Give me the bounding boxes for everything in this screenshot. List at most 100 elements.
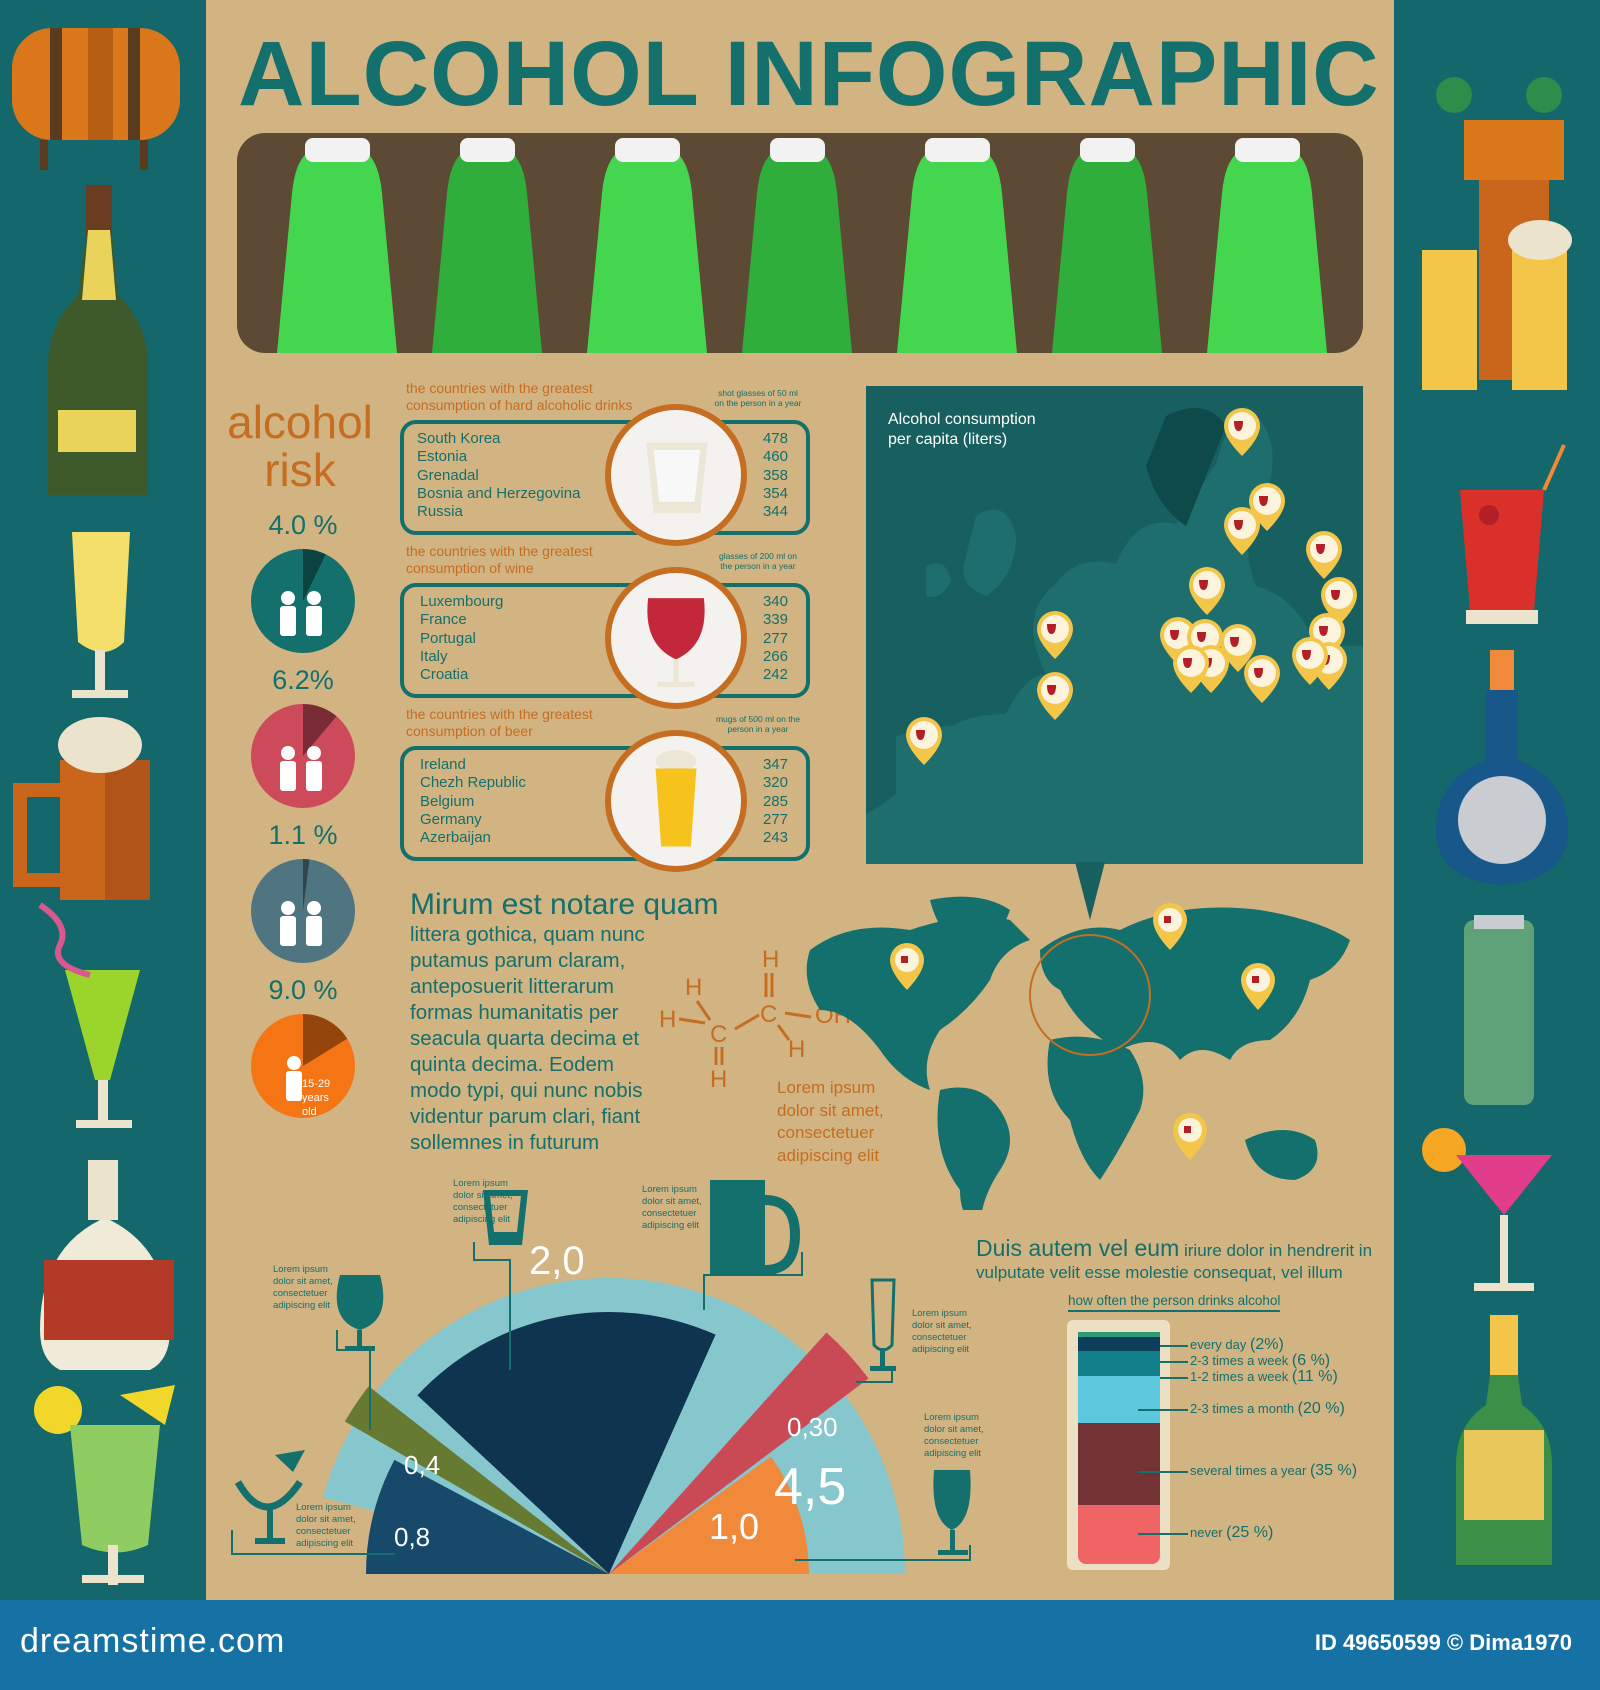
risk-slice — [303, 859, 310, 911]
country-name: Germany — [420, 810, 482, 828]
map-pin-icon[interactable] — [1291, 636, 1329, 686]
fan-sector-0-30 — [609, 1332, 869, 1574]
atom-h: H — [659, 1006, 676, 1033]
world-map[interactable] — [800, 890, 1360, 1210]
risk-pie — [251, 704, 355, 808]
country-name: Ireland — [420, 756, 466, 773]
atom-h: H — [685, 974, 702, 1001]
article: Mirum est notare quam littera gothica, q… — [410, 888, 718, 1156]
wine-glass-badge — [605, 567, 747, 709]
map-pin-icon[interactable] — [1219, 623, 1257, 673]
table-caption: the countries with the greatest consumpt… — [406, 706, 593, 739]
bottles-banner — [237, 133, 1363, 353]
left-drink-icons — [12, 28, 180, 1585]
legend-label: several times a year — [1190, 1463, 1307, 1478]
frequency-legend-item: never (25 %) — [1190, 1524, 1273, 1542]
legend-percent: (25 %) — [1226, 1524, 1274, 1541]
atom-h: H — [788, 1036, 805, 1063]
article-line: videntur parum clari, fiant — [410, 1105, 641, 1128]
article-heading: Mirum est notare quam — [410, 888, 719, 921]
frequency-segment — [1078, 1350, 1160, 1377]
beer-glass-badge — [605, 730, 747, 872]
map-pin-icon[interactable] — [905, 716, 943, 766]
article-line: putamus parum claram, — [410, 949, 626, 972]
legend-percent: (35 %) — [1309, 1462, 1358, 1479]
footer-brand[interactable]: dreamstime.com — [20, 1622, 286, 1660]
person-icon — [307, 591, 321, 605]
atom-c: C — [760, 1001, 777, 1028]
martini-glass-icon — [1422, 1128, 1552, 1291]
europe-land — [866, 406, 1363, 864]
fan-note-line: consectetuer — [642, 1208, 697, 1219]
fan-sector-label: 0,8 — [394, 1522, 430, 1552]
shot-glass-icon — [646, 442, 708, 514]
value-list: 478 460 358 354 344 — [740, 430, 788, 521]
champagne-bottle-icon — [48, 185, 148, 495]
fan-note-line: consectetuer — [296, 1526, 351, 1537]
map-pin-icon[interactable] — [1243, 654, 1281, 704]
left-sidebar — [0, 0, 206, 1600]
fan-note-line: adipiscing elit — [642, 1220, 700, 1231]
country-name: France — [420, 611, 467, 629]
country-value: 347 — [762, 756, 788, 773]
fan-note-line: dolor sit amet, — [924, 1424, 984, 1435]
world-caption: Duis autem vel eum iriure dolor in hendr… — [976, 1237, 1372, 1284]
country-name: Grenadal — [417, 466, 479, 484]
fan-note-line: dolor sit amet, — [912, 1320, 972, 1331]
fan-note-line: consectetuer — [912, 1332, 967, 1343]
map-pin-icon[interactable] — [1153, 903, 1187, 950]
country-value: 266 — [762, 647, 788, 665]
fan-note-line: Lorem ipsum — [453, 1178, 508, 1189]
map-pin-icon[interactable] — [890, 943, 924, 990]
map-pin-icon[interactable] — [1188, 566, 1226, 616]
country-value: 340 — [762, 593, 788, 610]
map-pin-icon[interactable] — [1320, 576, 1358, 626]
fan-sector-label: 4,5 — [774, 1458, 846, 1516]
fan-note-line: Lorem ipsum — [296, 1502, 351, 1513]
map-pin-icon[interactable] — [1172, 644, 1210, 694]
fan-note-line: consectetuer — [453, 1202, 508, 1213]
leader-line — [1138, 1377, 1188, 1379]
map-pin-icon[interactable] — [1173, 1113, 1207, 1160]
frequency-segment — [1078, 1336, 1160, 1351]
table-unit: mugs of 500 ml on the person in a year — [715, 714, 801, 734]
risk-note: 15-29 years old — [302, 1078, 331, 1118]
map-pin-icon[interactable] — [1223, 506, 1261, 556]
green-bottle-icon — [587, 138, 707, 353]
world-caption-big: Duis autem vel eum — [976, 1235, 1180, 1261]
footer-image-id: ID 49650599 © Dima1970 — [1314, 1630, 1572, 1655]
map-pin-icon[interactable] — [1305, 530, 1343, 580]
table-caption: the countries with the greatest consumpt… — [406, 543, 593, 576]
green-bottle-icon — [897, 138, 1017, 353]
fan-sector-1-0 — [609, 1456, 809, 1574]
country-name: Azerbaijan — [420, 829, 491, 847]
blue-bottle-icon — [1436, 650, 1568, 885]
risk-heading: alcohol risk — [215, 398, 385, 494]
caption-line: adipiscing elit — [777, 1145, 880, 1165]
fan-note-line: adipiscing elit — [924, 1448, 982, 1459]
can-icon — [1464, 915, 1534, 1105]
risk-percent: 4.0 % — [268, 510, 338, 540]
frequency-legend-item: several times a year (35 %) — [1190, 1462, 1357, 1480]
map-pin-icon[interactable] — [1241, 963, 1275, 1010]
fan-note-line: dolor sit amet, — [296, 1514, 356, 1525]
map-title-line1: Alcohol consumption — [888, 411, 1036, 428]
country-name: Estonia — [417, 448, 468, 466]
map-pin-icon[interactable] — [1223, 407, 1261, 457]
brandy-glass-icon — [336, 1275, 384, 1351]
fan-note-line: dolor sit amet, — [273, 1276, 333, 1287]
country-name: South Korea — [417, 430, 501, 447]
fan-note: Lorem ipsum dolor sit amet, consectetuer ad… — [453, 1178, 513, 1226]
legend-label: 2-3 times a month — [1190, 1401, 1295, 1416]
barrel-icon — [12, 28, 180, 170]
fan-sector-label: 1,0 — [709, 1506, 759, 1547]
legend-label: 1-2 times a week — [1190, 1369, 1289, 1384]
caption-line: consectetuer — [777, 1123, 875, 1142]
country-value: 320 — [762, 774, 788, 792]
frequency-segment — [1078, 1376, 1160, 1424]
europe-map[interactable]: Alcohol consumption per capita (liters) — [866, 386, 1363, 864]
map-pin-icon[interactable] — [1036, 610, 1074, 660]
map-pin-icon[interactable] — [1036, 671, 1074, 721]
risk-percent: 9.0 % — [268, 975, 338, 1005]
article-line: quinta decima. Eodem — [410, 1053, 614, 1076]
